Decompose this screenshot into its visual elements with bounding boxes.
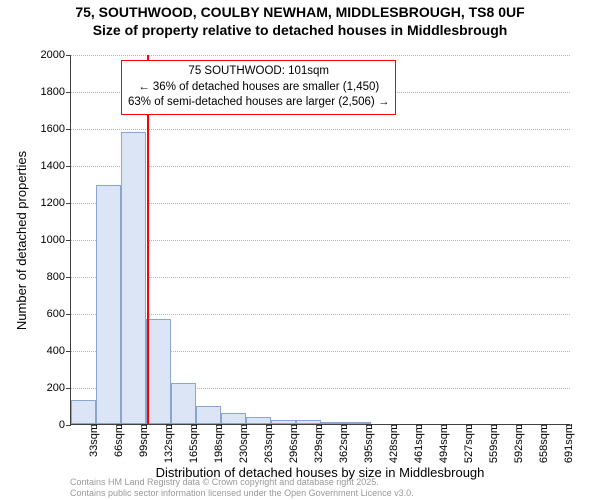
ytick-label: 600 xyxy=(47,308,71,320)
histogram-bar xyxy=(71,400,96,424)
histogram-bar xyxy=(171,383,196,424)
attribution-block: Contains HM Land Registry data © Crown c… xyxy=(70,474,414,498)
ytick-label: 800 xyxy=(47,271,71,283)
property-size-histogram-figure: 75, SOUTHWOOD, COULBY NEWHAM, MIDDLESBRO… xyxy=(0,0,600,500)
attribution-line2: Contains public sector information licen… xyxy=(70,488,414,498)
attribution-line1: Contains HM Land Registry data © Crown c… xyxy=(70,477,414,487)
ytick-label: 1400 xyxy=(41,160,71,172)
title-subtitle: Size of property relative to detached ho… xyxy=(0,22,600,40)
histogram-bar xyxy=(246,417,271,424)
plot-area: 020040060080010001200140016001800200033s… xyxy=(70,55,570,425)
ytick-label: 1600 xyxy=(41,123,71,135)
y-axis-label: Number of detached properties xyxy=(14,55,30,425)
ytick-label: 400 xyxy=(47,345,71,357)
ytick-label: 1200 xyxy=(41,197,71,209)
histogram-bar xyxy=(96,185,121,424)
histogram-bar xyxy=(121,132,146,424)
callout-line-subject: 75 SOUTHWOOD: 101sqm xyxy=(128,64,389,80)
histogram-bar xyxy=(196,406,221,425)
ytick-label: 200 xyxy=(47,382,71,394)
title-block: 75, SOUTHWOOD, COULBY NEWHAM, MIDDLESBRO… xyxy=(0,4,600,39)
histogram-bar xyxy=(146,319,171,424)
histogram-bar xyxy=(221,413,246,424)
callout-line-larger: 63% of semi-detached houses are larger (… xyxy=(128,95,389,111)
callout-line-smaller: ← 36% of detached houses are smaller (1,… xyxy=(128,80,389,96)
title-address: 75, SOUTHWOOD, COULBY NEWHAM, MIDDLESBRO… xyxy=(0,4,600,22)
ytick-label: 2000 xyxy=(41,49,71,61)
comparison-callout: 75 SOUTHWOOD: 101sqm← 36% of detached ho… xyxy=(121,60,396,115)
ytick-label: 1800 xyxy=(41,86,71,98)
ytick-label: 0 xyxy=(59,419,71,431)
ytick-label: 1000 xyxy=(41,234,71,246)
